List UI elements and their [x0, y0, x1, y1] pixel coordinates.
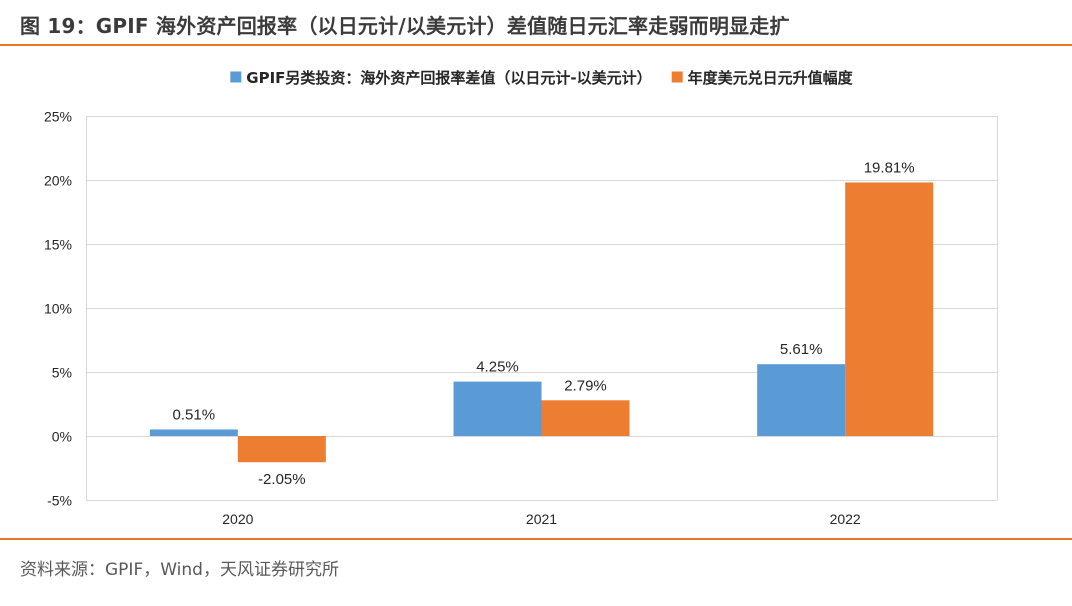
x-tick-label: 2021 [526, 511, 557, 527]
title-divider [0, 44, 1072, 46]
source-note: 资料来源：GPIF，Wind，天风证券研究所 [20, 560, 339, 580]
bar-return-diff-2022 [757, 364, 846, 436]
bar-usd-jpy-2020 [237, 436, 326, 463]
legend-label-return-diff: GPIF另类投资：海外资产回报率差值（以日元计-以美元计） [246, 69, 651, 87]
data-label: 0.51% [173, 406, 216, 423]
bar-usd-jpy-2022 [845, 182, 934, 436]
data-labels: 0.51% -2.05% 4.25% 2.79% 5.61% 19.81% [173, 159, 915, 488]
y-tick-label: 0% [52, 429, 72, 445]
data-label: 5.61% [780, 341, 823, 358]
x-tick-label: 2022 [830, 511, 861, 527]
y-tick-label: 20% [44, 173, 72, 189]
figure-title: 图 19：GPIF 海外资产回报率（以日元计/以美元计）差值随日元汇率走弱而明显… [20, 14, 790, 38]
bars [149, 182, 934, 463]
footer-divider [0, 538, 1072, 540]
bar-chart: -5% 0% 5% 10% 15% 20% 25% 2020 2021 2022 0.51% -2.… [44, 69, 998, 528]
legend-label-usd-jpy: 年度美元兑日元升值幅度 [688, 69, 854, 87]
legend-swatch-usd-jpy [671, 71, 683, 83]
y-tick-label: 10% [44, 301, 72, 317]
y-tick-label: 15% [44, 237, 72, 253]
data-label: 19.81% [864, 159, 915, 176]
data-label: -2.05% [258, 471, 306, 488]
legend: GPIF另类投资：海外资产回报率差值（以日元计-以美元计） 年度美元兑日元升值幅度 [230, 69, 854, 87]
y-tick-label: -5% [47, 493, 72, 509]
bar-return-diff-2020 [149, 429, 238, 436]
legend-swatch-return-diff [230, 71, 242, 83]
y-tick-label: 25% [44, 109, 72, 125]
x-tick-label: 2020 [222, 511, 253, 527]
data-label: 4.25% [476, 359, 519, 376]
data-label: 2.79% [564, 377, 607, 394]
bar-return-diff-2021 [453, 381, 542, 436]
bar-usd-jpy-2021 [541, 400, 630, 436]
y-tick-label: 5% [52, 365, 72, 381]
axes: -5% 0% 5% 10% 15% 20% 25% 2020 2021 2022 [44, 109, 861, 528]
